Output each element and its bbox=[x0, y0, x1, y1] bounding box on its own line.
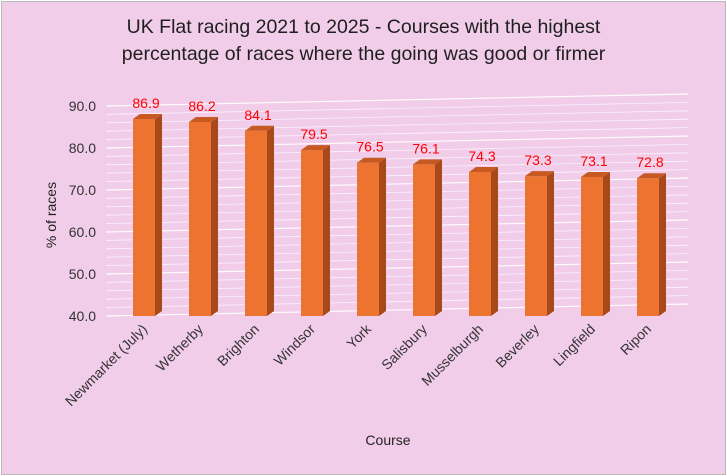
bars bbox=[133, 114, 666, 317]
x-tick-label: Beverley bbox=[492, 321, 542, 371]
bar-top bbox=[357, 157, 386, 163]
data-label: 86.2 bbox=[188, 98, 215, 114]
y-axis-ticks: 40.0 50.0 60.0 70.0 80.0 90.0 bbox=[69, 98, 96, 324]
data-labels: 86.9 86.2 84.1 79.5 76.5 76.1 74.3 73.3 73.1 72.8 bbox=[132, 95, 663, 170]
data-label: 76.5 bbox=[356, 139, 383, 155]
bar-front bbox=[581, 176, 603, 316]
x-tick-label: York bbox=[343, 320, 374, 351]
data-label: 72.8 bbox=[636, 154, 663, 170]
bar-front bbox=[245, 130, 267, 316]
chart-title: UK Flat racing 2021 to 2025 - Courses wi… bbox=[0, 14, 727, 68]
bar-top bbox=[245, 125, 274, 131]
bar-front bbox=[189, 121, 211, 317]
x-tick-label: Ripon bbox=[617, 321, 654, 358]
x-axis-ticks: Newmarket (July) Wetherby Brighton Windsor Y… bbox=[62, 320, 654, 409]
x-tick-label: Lingfield bbox=[550, 321, 598, 369]
bar-front bbox=[413, 164, 435, 316]
gridline bbox=[105, 93, 689, 107]
data-label: 84.1 bbox=[244, 107, 271, 123]
bar-side bbox=[491, 166, 498, 316]
y-tick-label: 60.0 bbox=[69, 224, 96, 240]
data-label: 73.3 bbox=[524, 152, 551, 168]
bar-side bbox=[603, 171, 610, 316]
data-label: 86.9 bbox=[132, 95, 159, 111]
bar-side bbox=[211, 116, 218, 317]
bar bbox=[469, 166, 498, 316]
bar-front bbox=[357, 162, 379, 316]
bar-front bbox=[525, 176, 547, 316]
bar-top bbox=[637, 173, 666, 179]
bar-side bbox=[379, 157, 386, 316]
y-tick-label: 50.0 bbox=[69, 266, 96, 282]
bar-front bbox=[469, 171, 491, 316]
bar-side bbox=[547, 171, 554, 316]
x-tick-label: Wetherby bbox=[153, 321, 207, 375]
x-axis-title: Course bbox=[365, 432, 410, 448]
bar-front bbox=[637, 178, 659, 316]
bar-side bbox=[659, 173, 666, 316]
bar bbox=[301, 145, 330, 316]
bar-top bbox=[189, 116, 218, 122]
bar-side bbox=[435, 159, 442, 316]
x-tick-label: Brighton bbox=[214, 321, 262, 369]
bar bbox=[525, 171, 554, 316]
data-label: 74.3 bbox=[468, 148, 495, 164]
bar bbox=[245, 125, 274, 316]
data-label: 73.1 bbox=[580, 153, 607, 169]
bar bbox=[189, 116, 218, 317]
x-tick-label: Windsor bbox=[270, 321, 318, 369]
bar-top bbox=[301, 145, 330, 151]
bar-side bbox=[155, 114, 162, 317]
bar-side bbox=[267, 125, 274, 316]
bar-side bbox=[323, 145, 330, 316]
gridline bbox=[105, 102, 689, 115]
bar bbox=[357, 157, 386, 316]
bar-front bbox=[133, 119, 155, 317]
bar-front bbox=[301, 150, 323, 316]
data-label: 79.5 bbox=[300, 126, 327, 142]
bar-top bbox=[413, 159, 442, 165]
chart-title-line-1: UK Flat racing 2021 to 2025 - Courses wi… bbox=[126, 16, 601, 38]
y-tick-label: 80.0 bbox=[69, 140, 96, 156]
data-label: 76.1 bbox=[412, 140, 439, 156]
bar-top bbox=[133, 114, 162, 120]
y-tick-label: 70.0 bbox=[69, 182, 96, 198]
bar-top bbox=[525, 171, 554, 177]
bar bbox=[413, 159, 442, 316]
bar bbox=[133, 114, 162, 317]
chart-title-line-2: percentage of races where the going was … bbox=[121, 43, 606, 65]
bar bbox=[637, 173, 666, 316]
bar bbox=[581, 171, 610, 316]
bar-top bbox=[469, 166, 498, 172]
y-axis-title: % of races bbox=[43, 182, 59, 248]
x-tick-label: Newmarket (July) bbox=[62, 321, 150, 409]
y-tick-label: 40.0 bbox=[69, 308, 96, 324]
bar-top bbox=[581, 171, 610, 177]
x-tick-label: Salisbury bbox=[378, 321, 430, 373]
y-tick-label: 90.0 bbox=[69, 98, 96, 114]
